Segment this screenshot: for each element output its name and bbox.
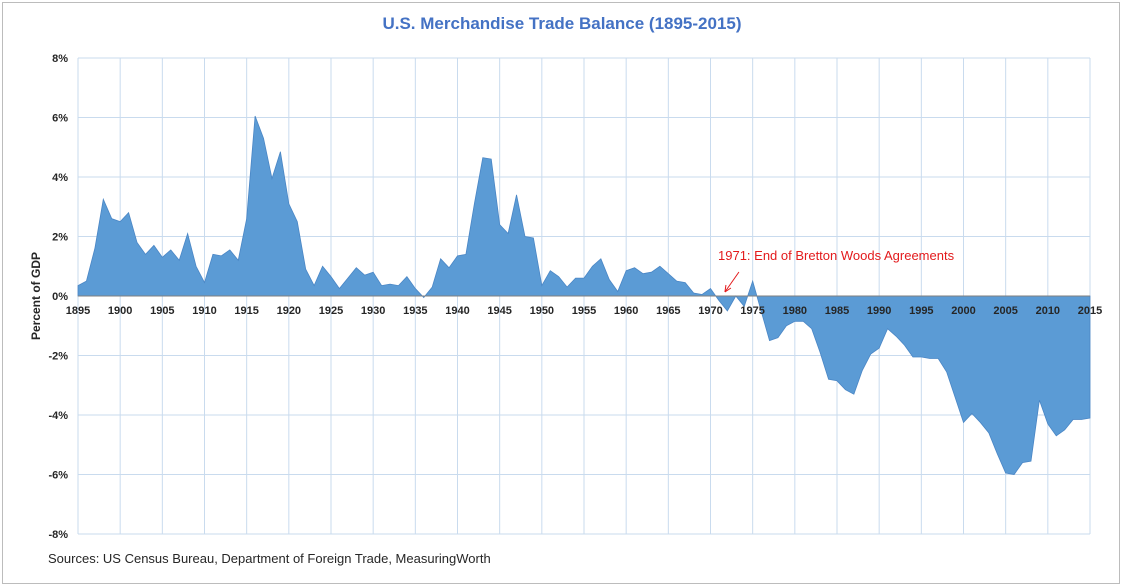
x-tick-labels: 1895 1900 1905 1910 1915 1920 1925 1930 1935 1940… [66, 305, 1102, 317]
x-tick-label: 1980 [783, 305, 807, 317]
x-tick-label: 1895 [66, 305, 90, 317]
y-tick-labels: 8% 6% 4% 2% 0% -2% -4% -6% -8% [48, 53, 68, 541]
x-tick-label: 1975 [740, 305, 764, 317]
x-tick-label: 1900 [108, 305, 132, 317]
annotation-bretton-woods: 1971: End of Bretton Woods Agreements [718, 248, 955, 263]
y-tick-label: 8% [52, 53, 68, 65]
x-tick-label: 1935 [403, 305, 427, 317]
x-tick-label: 2005 [993, 305, 1017, 317]
annotation-arrow [724, 271, 740, 293]
x-tick-label: 1960 [614, 305, 638, 317]
x-tick-label: 1995 [909, 305, 933, 317]
x-tick-label: 1955 [572, 305, 596, 317]
x-tick-label: 1915 [234, 305, 258, 317]
x-tick-label: 1950 [530, 305, 554, 317]
x-tick-label: 1970 [698, 305, 722, 317]
y-tick-label: -4% [48, 410, 68, 422]
x-tick-label: 1910 [192, 305, 216, 317]
x-tick-label: 1920 [277, 305, 301, 317]
x-tick-label: 1945 [487, 305, 511, 317]
x-tick-label: 2015 [1078, 305, 1102, 317]
y-tick-label: 4% [52, 172, 68, 184]
x-tick-label: 1930 [361, 305, 385, 317]
x-tick-label: 1925 [319, 305, 343, 317]
y-tick-label: 2% [52, 232, 68, 244]
y-tick-label: -8% [48, 529, 68, 541]
x-tick-label: 1940 [445, 305, 469, 317]
trade-balance-area [77, 115, 1091, 475]
x-tick-label: 2010 [1036, 305, 1060, 317]
y-tick-label: -2% [48, 351, 68, 363]
chart-title: U.S. Merchandise Trade Balance (1895-201… [382, 14, 741, 33]
y-tick-label: 0% [52, 291, 68, 303]
x-tick-label: 1965 [656, 305, 680, 317]
y-axis-label: Percent of GDP [29, 252, 43, 340]
x-tick-label: 1990 [867, 305, 891, 317]
annotation-arrowhead [724, 284, 732, 293]
y-tick-label: 6% [52, 113, 68, 125]
source-note: Sources: US Census Bureau, Department of… [48, 551, 491, 566]
x-tick-label: 1905 [150, 305, 174, 317]
x-tick-label: 2000 [951, 305, 975, 317]
x-tick-label: 1985 [825, 305, 849, 317]
y-tick-label: -6% [48, 470, 68, 482]
